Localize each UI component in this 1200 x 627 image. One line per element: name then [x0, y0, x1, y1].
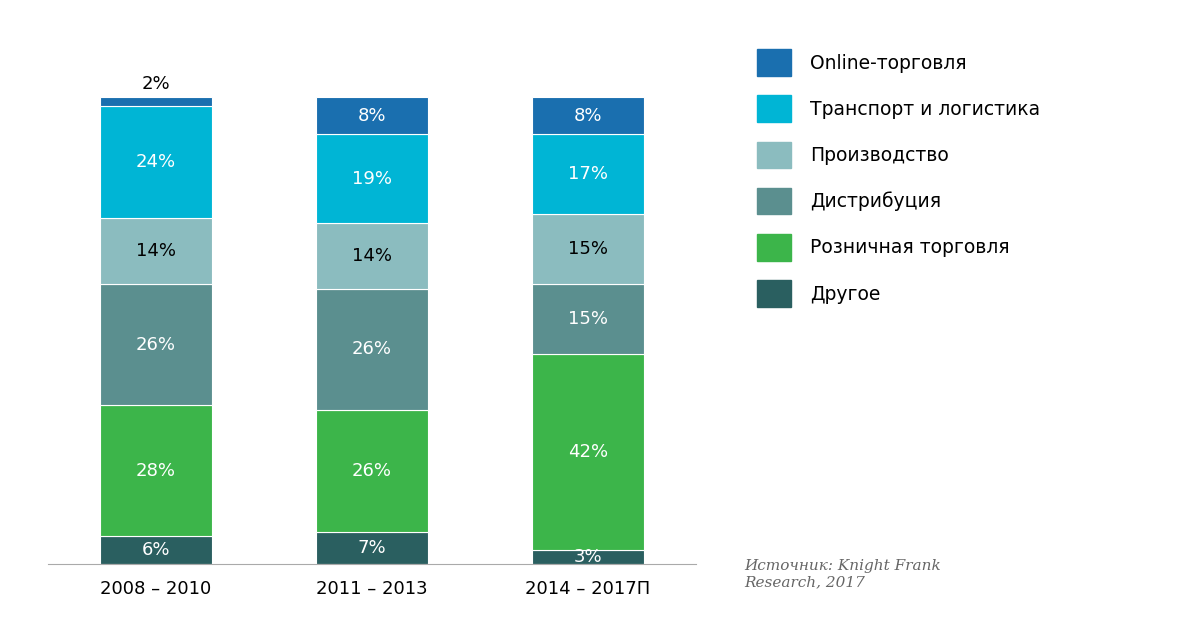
Bar: [532, 284, 644, 354]
Text: 26%: 26%: [352, 462, 392, 480]
Text: Источник: Knight Frank
Research, 2017: Источник: Knight Frank Research, 2017: [744, 559, 941, 589]
Bar: [100, 406, 212, 536]
Bar: [316, 288, 428, 410]
Bar: [100, 218, 212, 284]
Text: 26%: 26%: [352, 340, 392, 358]
Bar: [532, 354, 644, 551]
Bar: [316, 410, 428, 532]
Text: 8%: 8%: [574, 107, 602, 125]
Bar: [532, 551, 644, 564]
Text: 3%: 3%: [574, 548, 602, 566]
Bar: [316, 134, 428, 223]
Bar: [532, 134, 644, 214]
Text: 24%: 24%: [136, 154, 176, 171]
Text: 14%: 14%: [352, 247, 392, 265]
Bar: [100, 536, 212, 564]
Bar: [316, 532, 428, 564]
Text: 15%: 15%: [568, 240, 608, 258]
Bar: [532, 97, 644, 134]
Text: 19%: 19%: [352, 170, 392, 187]
Text: 42%: 42%: [568, 443, 608, 461]
Bar: [316, 97, 428, 134]
Bar: [532, 214, 644, 284]
Text: 2%: 2%: [142, 75, 170, 93]
Bar: [100, 97, 212, 106]
Text: 28%: 28%: [136, 462, 176, 480]
Bar: [100, 106, 212, 218]
Bar: [316, 223, 428, 288]
Legend: Online-торговля, Транспорт и логистика, Производство, Дистрибуция, Розничная тор: Online-торговля, Транспорт и логистика, …: [757, 50, 1040, 307]
Text: 26%: 26%: [136, 335, 176, 354]
Text: 6%: 6%: [142, 541, 170, 559]
Text: 17%: 17%: [568, 165, 608, 183]
Text: 7%: 7%: [358, 539, 386, 557]
Text: 8%: 8%: [358, 107, 386, 125]
Bar: [100, 284, 212, 406]
Text: 14%: 14%: [136, 242, 176, 260]
Text: 15%: 15%: [568, 310, 608, 328]
